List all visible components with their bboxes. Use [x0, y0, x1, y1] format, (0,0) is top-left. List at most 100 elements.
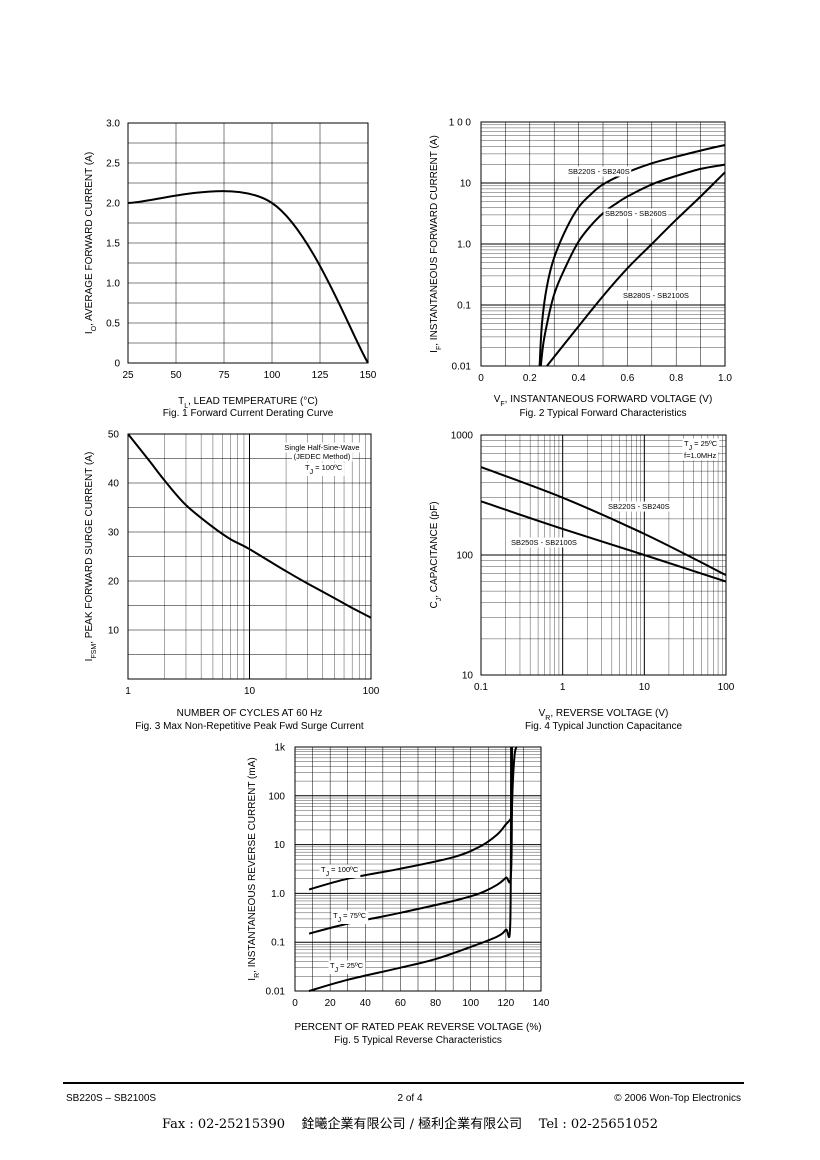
- series-line-2: [480, 500, 727, 583]
- annotations: SB220S - SB240S SB250S - SB260S SB280S - S…: [282, 166, 720, 974]
- y-tick-label: 1.0: [106, 279, 120, 290]
- fig1-chart: 25 50 75 100 125 150 0 0.5 1.0 1.5 2.0 2.5 3.0 TL, LE…: [84, 119, 377, 420]
- y-axis-label-rest: , AVERAGE FORWARD CURRENT (A): [84, 152, 95, 326]
- y-axis-label-rest: , INSTANTANEOUS REVERSE CURRENT (mA): [247, 757, 258, 973]
- series-label-sb220s-sb240s-bg: [566, 166, 632, 177]
- condition-tj-bg: [303, 462, 345, 476]
- figure-caption: Fig. 2 Typical Forward Characteristics: [519, 408, 686, 419]
- series-line-1: [127, 433, 372, 619]
- y-axis-label-sub: FSM: [91, 644, 98, 659]
- x-tick-label: 0.8: [669, 373, 683, 384]
- condition-tj-25: TJ = 25ºC: [684, 439, 718, 452]
- x-tick-label: 125: [312, 370, 329, 381]
- y-tick-label: 20: [108, 577, 120, 588]
- series-label-tj-100-rest: = 100ºC: [329, 865, 359, 874]
- x-tick-label: 80: [430, 998, 442, 1009]
- y-tick-label: 0: [114, 359, 120, 370]
- y-axis-label-rest: , CAPACITANCE (pF): [429, 501, 440, 597]
- y-tick-label: 1.5: [106, 239, 120, 250]
- series-line-3: [546, 171, 726, 367]
- x-axis-label-rest: , LEAD TEMPERATURE (°C): [188, 396, 318, 407]
- x-tick-label: 100: [363, 686, 380, 697]
- series-label-sb220s-sb240s-bg: [606, 501, 672, 512]
- y-axis-label-main: C: [429, 601, 440, 608]
- y-tick-label: 1k: [274, 743, 286, 754]
- series-label-tj-25-main: T: [330, 961, 335, 970]
- x-tick-label: 50: [170, 370, 182, 381]
- y-tick-label: 100: [268, 791, 285, 802]
- y-axis-label-sub: O: [91, 325, 98, 331]
- series-line-3: [308, 746, 513, 992]
- y-axis-label-sub: R: [254, 973, 261, 978]
- series-label-tj-100-main: T: [321, 865, 326, 874]
- x-tick-label: 0.6: [620, 373, 634, 384]
- series-line-1: [538, 144, 726, 367]
- y-axis-label: IFSM, PEAK FORWARD SURGE CURRENT (A): [84, 452, 98, 662]
- footer-part-numbers: SB220S – SB2100S: [66, 1093, 156, 1104]
- x-tick-label: 150: [360, 370, 377, 381]
- y-axis-label-sub: J: [436, 598, 443, 602]
- x-tick-label: 100: [462, 998, 479, 1009]
- series-label-tj-25: TJ = 25ºC: [330, 961, 364, 974]
- condition-method: (JEDEC Method): [294, 452, 351, 461]
- series-label-tj-75-bg: [331, 910, 369, 924]
- series-label-tj-75: TJ = 75ºC: [333, 911, 367, 924]
- x-tick-label: 140: [533, 998, 550, 1009]
- plot-frame: [294, 746, 542, 992]
- x-tick-label: 0.4: [572, 373, 586, 384]
- condition-method-bg: [292, 451, 353, 462]
- x-axis-label-sub: R: [545, 715, 550, 722]
- y-tick-label: 100: [456, 551, 473, 562]
- x-axis-label-sub: F: [500, 401, 504, 408]
- condition-tj-25-main: T: [684, 439, 689, 448]
- fig3-chart: 1 10 100 10 20 30 40 50 NUMBER OF CYCLES AT 60 H…: [84, 430, 380, 733]
- series-label-tj-100-bg: [319, 864, 361, 878]
- x-tick-label: 0: [478, 373, 484, 384]
- condition-tj-25-bg: [682, 438, 720, 452]
- y-tick-label: 0.5: [106, 319, 120, 330]
- plot-frame: [127, 122, 369, 364]
- y-tick-label: 0.01: [266, 987, 286, 998]
- condition-tj-25-sub: J: [689, 445, 693, 452]
- series-group: [480, 466, 727, 583]
- y-tick-label: 10: [274, 840, 286, 851]
- condition-tj-sub: J: [310, 469, 314, 476]
- y-tick-label: 1 0 0: [449, 118, 472, 129]
- x-tick-label: 60: [395, 998, 407, 1009]
- series-label-sb280s-sb2100s-bg: [621, 290, 691, 301]
- x-tick-label: 100: [718, 682, 735, 693]
- y-tick-label: 1.0: [457, 240, 471, 251]
- x-axis-label: VR, REVERSE VOLTAGE (V): [539, 708, 669, 722]
- condition-waveform: Single Half-Sine-Wave: [284, 443, 359, 452]
- y-axis-label: IO, AVERAGE FORWARD CURRENT (A): [84, 152, 98, 334]
- series-group: [538, 144, 726, 367]
- x-axis-label-sub: L: [184, 403, 188, 410]
- y-tick-label: 40: [108, 479, 120, 490]
- figure-caption: Fig. 5 Typical Reverse Characteristics: [334, 1035, 502, 1046]
- x-tick-label: 10: [244, 686, 256, 697]
- series-label-sb220s-sb240s: SB220S - SB240S: [608, 502, 670, 511]
- plot-frame: [480, 434, 727, 676]
- plot-frame: [127, 433, 372, 680]
- series-label-tj-75-main: T: [333, 911, 338, 920]
- series-line-2: [308, 746, 513, 935]
- y-axis-label: IF, INSTANTANEOUS FORWARD CURRENT (A): [429, 135, 443, 353]
- series-group: [127, 433, 372, 619]
- x-axis-label-main: V: [539, 708, 546, 719]
- x-axis-label-main: V: [494, 394, 501, 405]
- series-label-tj-100-sub: J: [326, 871, 330, 878]
- y-axis-label-rest: , INSTANTANEOUS FORWARD CURRENT (A): [429, 135, 440, 346]
- y-axis-label-main: I: [84, 659, 95, 662]
- series-label-sb250s-sb260s-bg: [603, 208, 669, 219]
- y-tick-label: 0.01: [452, 362, 472, 373]
- series-label-tj-75-sub: J: [338, 917, 342, 924]
- series-label-tj-25-rest: = 25ºC: [338, 961, 364, 970]
- condition-tj-25-rest: = 25ºC: [692, 439, 718, 448]
- contact-line: Fax : 02-25215390 銓曦企業有限公司 / 極利企業有限公司 Te…: [162, 1116, 658, 1132]
- x-tick-label: 1: [125, 686, 131, 697]
- y-tick-label: 0.1: [271, 938, 285, 949]
- x-axis-label: TL, LEAD TEMPERATURE (°C): [178, 396, 318, 410]
- series-label-sb220s-sb240s: SB220S - SB240S: [568, 167, 630, 176]
- series-line-1: [308, 746, 518, 891]
